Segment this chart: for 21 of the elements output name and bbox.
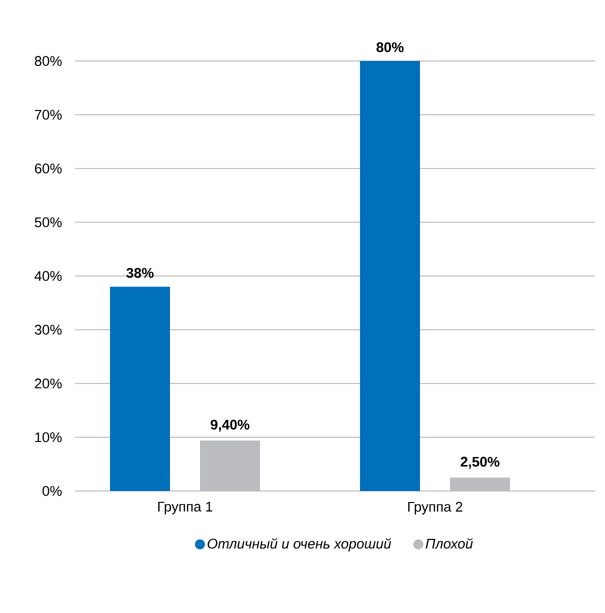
y-tick-label: 20%: [34, 378, 62, 388]
y-tick-label: 30%: [34, 324, 62, 335]
y-tick-label: 40%: [34, 271, 62, 281]
data-label: 38%: [126, 268, 154, 278]
bar: [360, 61, 420, 491]
y-tick-label: 0%: [42, 486, 62, 496]
x-tick-label: Группа 2: [408, 502, 462, 514]
y-tick-label: 10%: [35, 432, 62, 442]
y-tick-label: 70%: [34, 110, 62, 120]
y-tick-label: 60%: [34, 164, 62, 174]
legend-label: Отличный и очень хороший: [208, 538, 392, 552]
legend-label: Плохой: [426, 538, 473, 549]
data-label: 80%: [376, 42, 404, 52]
data-label: 2,50%: [460, 456, 500, 469]
bar: [450, 478, 510, 491]
bar: [110, 286, 170, 491]
bar: [200, 440, 260, 491]
data-label: 9,40%: [210, 420, 250, 432]
y-tick-label: 50%: [34, 217, 62, 228]
x-tick-label: Группа 1: [158, 502, 212, 514]
y-tick-label: 80%: [34, 56, 62, 66]
